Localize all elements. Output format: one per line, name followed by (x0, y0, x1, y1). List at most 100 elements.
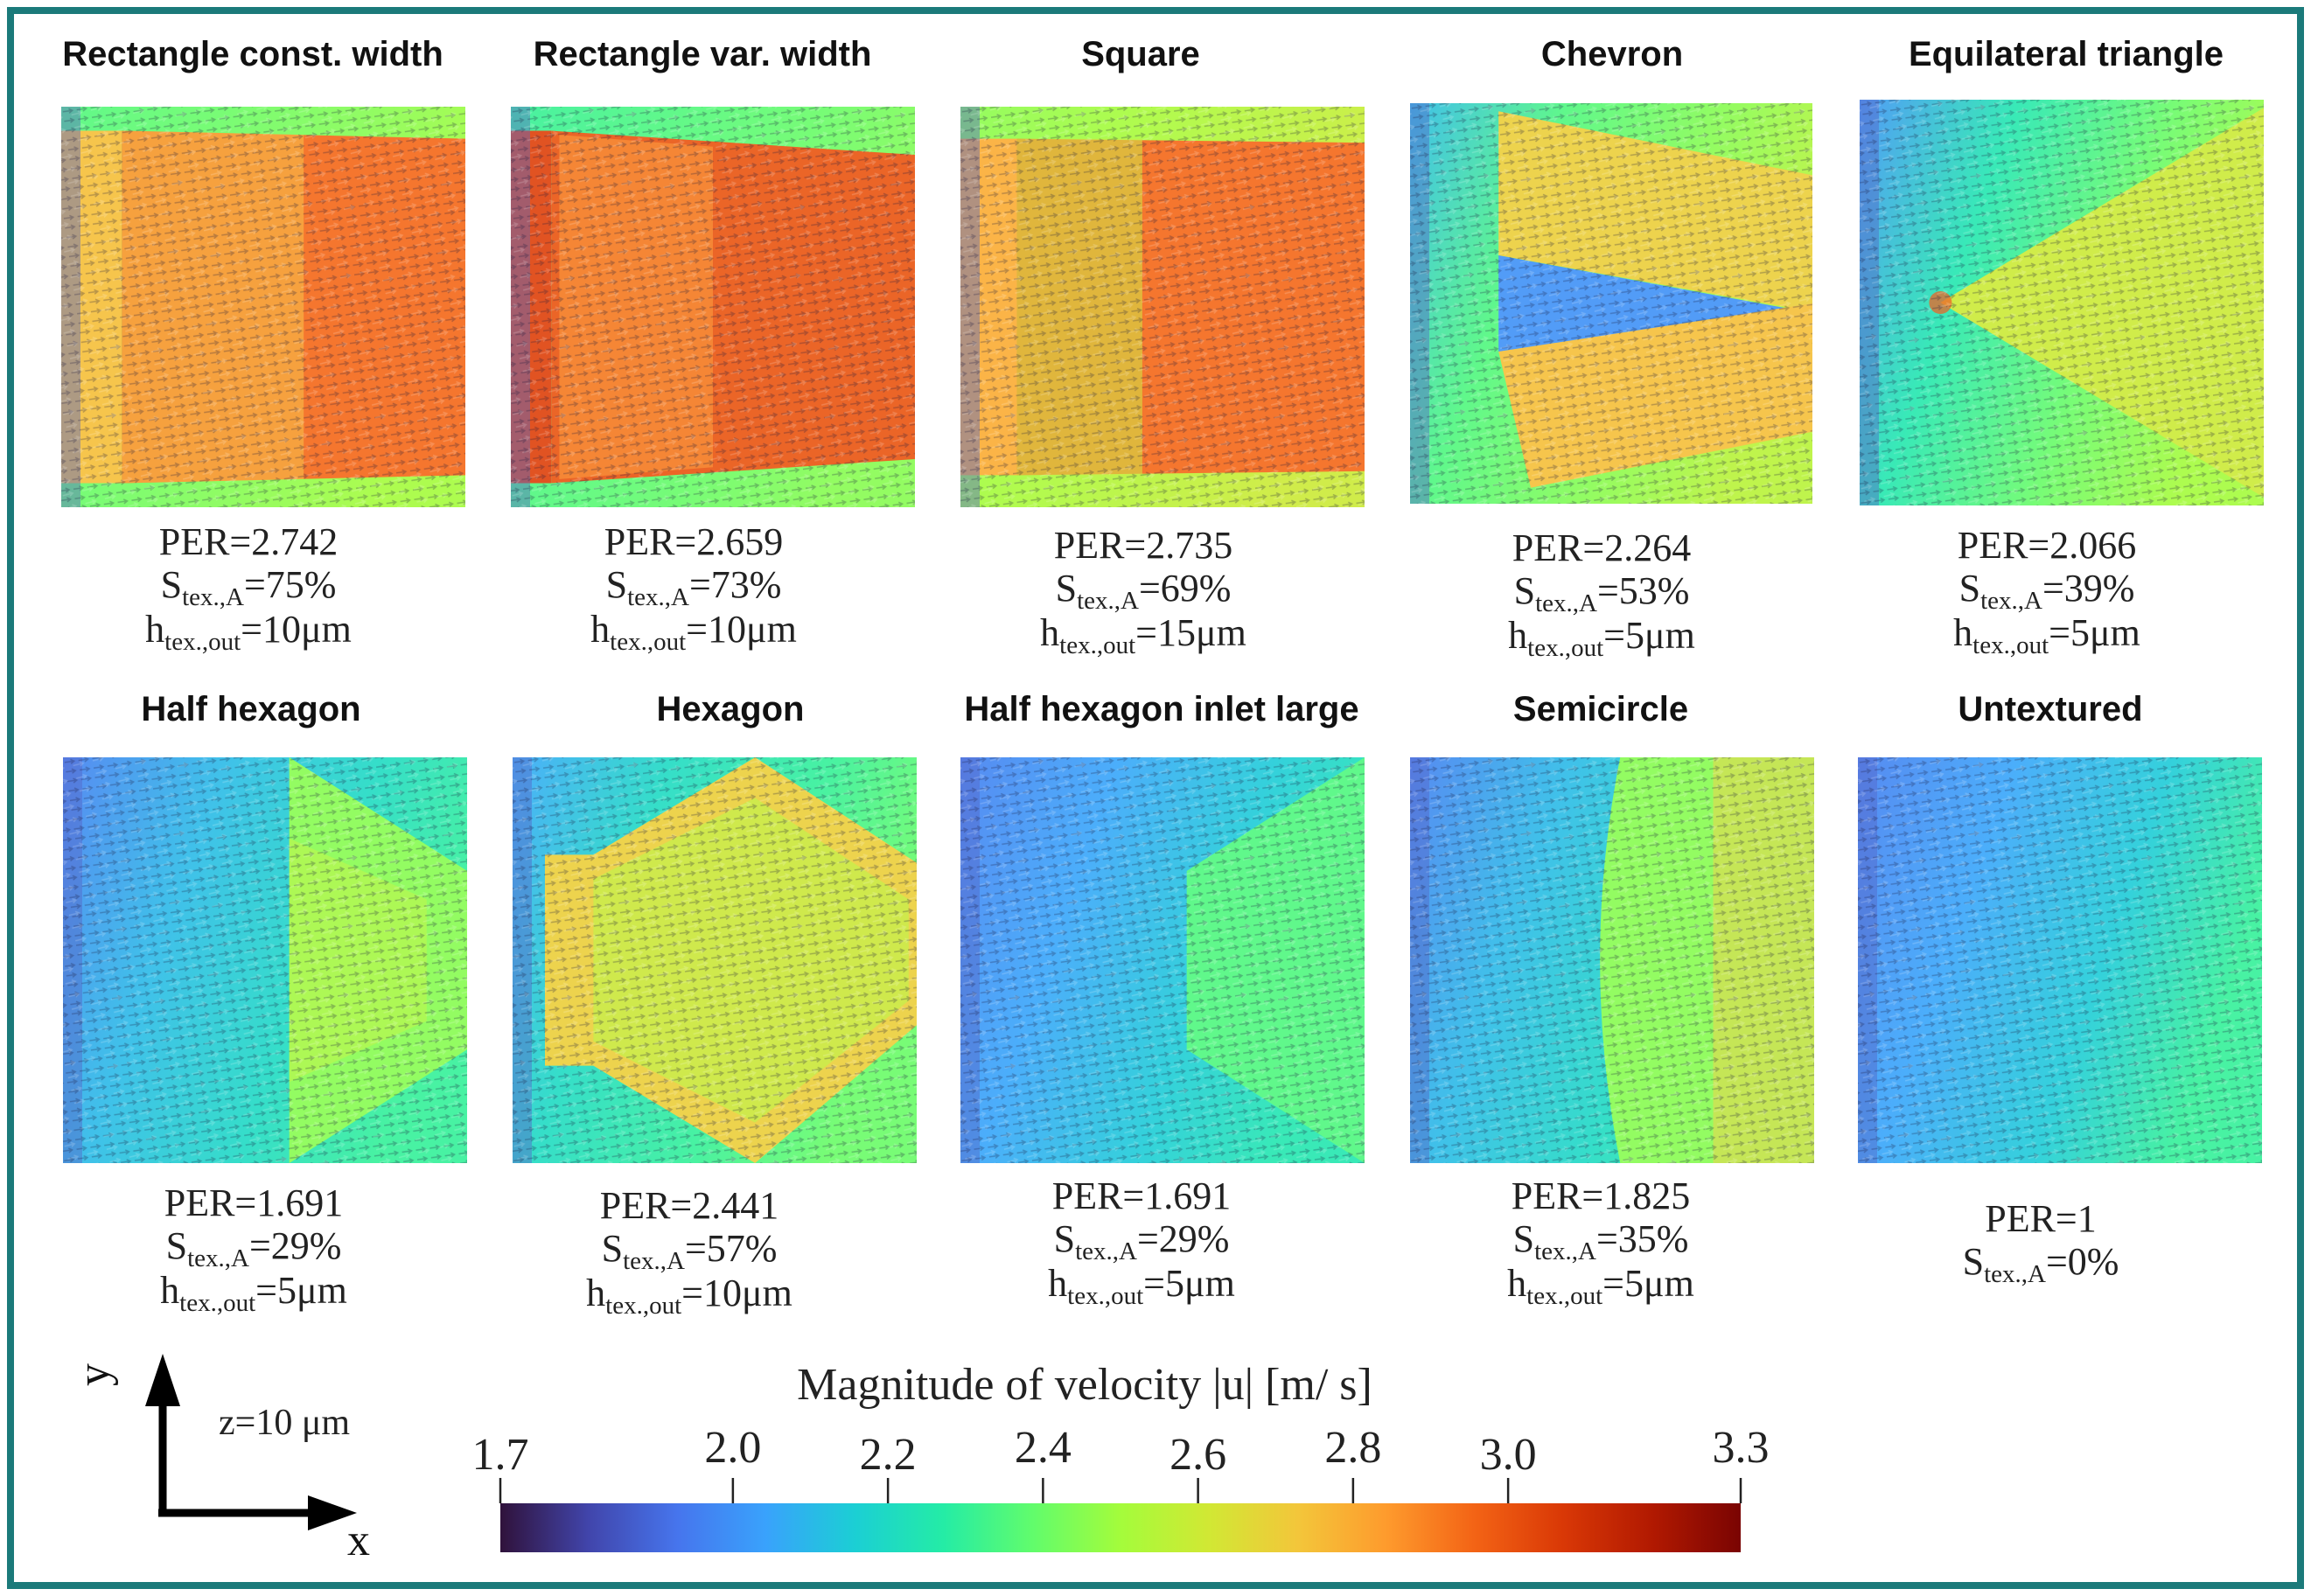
stex-symbol: S (602, 1227, 623, 1270)
htex-subscript: tex.,out (605, 1292, 681, 1320)
per-value-4: PER=2.264 (1512, 526, 1692, 569)
htex-subscript: tex.,out (1059, 631, 1135, 659)
stex-value-8: =29% (1137, 1217, 1229, 1260)
colorbar-tick-label: 3.3 (1713, 1423, 1770, 1473)
colorbar-tick-label: 2.0 (704, 1423, 761, 1473)
htex-subscript: tex.,out (164, 628, 241, 656)
velocity-vectors-secondary (63, 757, 467, 1163)
stex-symbol: S (1513, 1217, 1534, 1260)
htex-subscript: tex.,out (1527, 634, 1603, 662)
velocity-field-semicircle (1410, 757, 1814, 1163)
velocity-field-halfhex (63, 757, 467, 1163)
htex-line-3: htex.,out=15μm (1040, 611, 1246, 659)
y-arrowhead-icon (145, 1354, 180, 1406)
velocity-vectors-secondary (513, 757, 917, 1163)
z-depth-label: z=10 μm (219, 1403, 350, 1443)
panel-title-6: Half hexagon (141, 690, 360, 728)
velocity-field-hexagon (513, 757, 917, 1163)
htex-value-4: =5μm (1603, 614, 1695, 657)
panel-title-7: Hexagon (657, 690, 805, 728)
htex-symbol: h (1507, 1262, 1526, 1305)
stex-symbol: S (161, 563, 182, 606)
stex-line-3: Stex.,A=69% (1056, 567, 1232, 615)
panel-title-5: Equilateral triangle (1909, 35, 2224, 73)
panel-title-2: Rectangle var. width (534, 35, 872, 73)
htex-symbol: h (1953, 611, 1972, 654)
per-value-5: PER=2.066 (1958, 524, 2137, 567)
htex-value-2: =10μm (686, 608, 797, 651)
stex-line-1: Stex.,A=75% (161, 563, 337, 611)
htex-symbol: h (160, 1269, 179, 1312)
per-value-9: PER=1.825 (1512, 1174, 1691, 1217)
panel-title-4: Chevron (1541, 35, 1683, 73)
htex-value-1: =10μm (241, 608, 352, 651)
panel-title-10: Untextured (1958, 690, 2142, 728)
colorbar-tick-label: 2.8 (1324, 1423, 1381, 1473)
stex-line-5: Stex.,A=39% (1959, 567, 2135, 615)
htex-value-5: =5μm (2049, 611, 2140, 654)
stex-value-3: =69% (1139, 567, 1231, 610)
x-arrowhead-icon (308, 1495, 357, 1530)
coordinate-axes: y x z=10 μm (69, 1354, 370, 1565)
htex-subscript: tex.,out (1067, 1282, 1143, 1310)
per-value-3: PER=2.735 (1054, 524, 1233, 567)
velocity-vectors-secondary (960, 107, 1365, 507)
stex-subscript: tex.,A (1534, 1237, 1596, 1265)
htex-symbol: h (586, 1272, 605, 1314)
stex-value-10: =0% (2046, 1240, 2119, 1283)
velocity-vectors-secondary (1410, 103, 1812, 504)
htex-subscript: tex.,out (179, 1289, 255, 1317)
colorbar-tick-label: 2.4 (1015, 1423, 1072, 1473)
stex-line-7: Stex.,A=57% (602, 1227, 778, 1275)
stex-line-9: Stex.,A=35% (1513, 1217, 1689, 1265)
velocity-vectors-secondary (1860, 100, 2264, 505)
htex-subscript: tex.,out (1972, 631, 2049, 659)
stex-symbol: S (1056, 567, 1077, 610)
htex-line-4: htex.,out=5μm (1508, 614, 1695, 662)
velocity-vectors-secondary (960, 757, 1365, 1163)
htex-value-9: =5μm (1602, 1262, 1694, 1305)
stex-subscript: tex.,A (1077, 587, 1139, 615)
velocity-field-panels (61, 100, 2264, 1163)
stex-value-2: =73% (689, 563, 781, 606)
panel-title-9: Semicircle (1513, 690, 1688, 728)
per-value-8: PER=1.691 (1052, 1174, 1232, 1217)
htex-line-1: htex.,out=10μm (145, 608, 352, 656)
colorbar-gradient (500, 1503, 1741, 1552)
panel-title-8: Half hexagon inlet large (964, 690, 1358, 728)
stex-symbol: S (166, 1224, 187, 1267)
colorbar-tick-label: 2.2 (860, 1430, 917, 1480)
per-value-6: PER=1.691 (164, 1181, 344, 1224)
per-value-2: PER=2.659 (604, 520, 784, 563)
stex-subscript: tex.,A (1075, 1237, 1137, 1265)
htex-value-8: =5μm (1143, 1262, 1235, 1305)
velocity-field-none (1858, 757, 2262, 1163)
htex-line-5: htex.,out=5μm (1953, 611, 2140, 659)
stex-subscript: tex.,A (1984, 1260, 2046, 1288)
figure-frame (7, 7, 2304, 1589)
velocity-vectors-secondary (1410, 757, 1814, 1163)
colorbar-title: Magnitude of velocity |u| [m/ s] (797, 1360, 1372, 1410)
stex-subscript: tex.,A (1535, 589, 1597, 617)
velocity-field-rectvar (511, 107, 915, 507)
htex-symbol: h (145, 608, 164, 651)
stex-subscript: tex.,A (1980, 587, 2042, 615)
htex-symbol: h (1040, 611, 1059, 654)
stex-subscript: tex.,A (182, 583, 244, 611)
stex-value-7: =57% (685, 1227, 777, 1270)
stex-subscript: tex.,A (627, 583, 689, 611)
htex-symbol: h (1048, 1262, 1067, 1305)
colorbar-tick-label: 2.6 (1169, 1430, 1226, 1480)
colorbar-tick-label: 3.0 (1480, 1430, 1537, 1480)
stex-line-6: Stex.,A=29% (166, 1224, 342, 1272)
panel-title-3: Square (1081, 35, 1200, 73)
stex-value-9: =35% (1596, 1217, 1688, 1260)
velocity-field-square (960, 107, 1365, 507)
panel-annotations: PER=2.742 Stex.,A=75% htex.,out=10μm PER… (145, 520, 2140, 1320)
htex-line-2: htex.,out=10μm (590, 608, 797, 656)
velocity-field-halfhexlarge (960, 757, 1365, 1163)
stex-line-8: Stex.,A=29% (1054, 1217, 1230, 1265)
stex-value-1: =75% (244, 563, 336, 606)
colorbar: Magnitude of velocity |u| [m/ s] 1.7 2.0 2… (472, 1360, 1770, 1552)
velocity-field-triangle (1860, 100, 2264, 505)
